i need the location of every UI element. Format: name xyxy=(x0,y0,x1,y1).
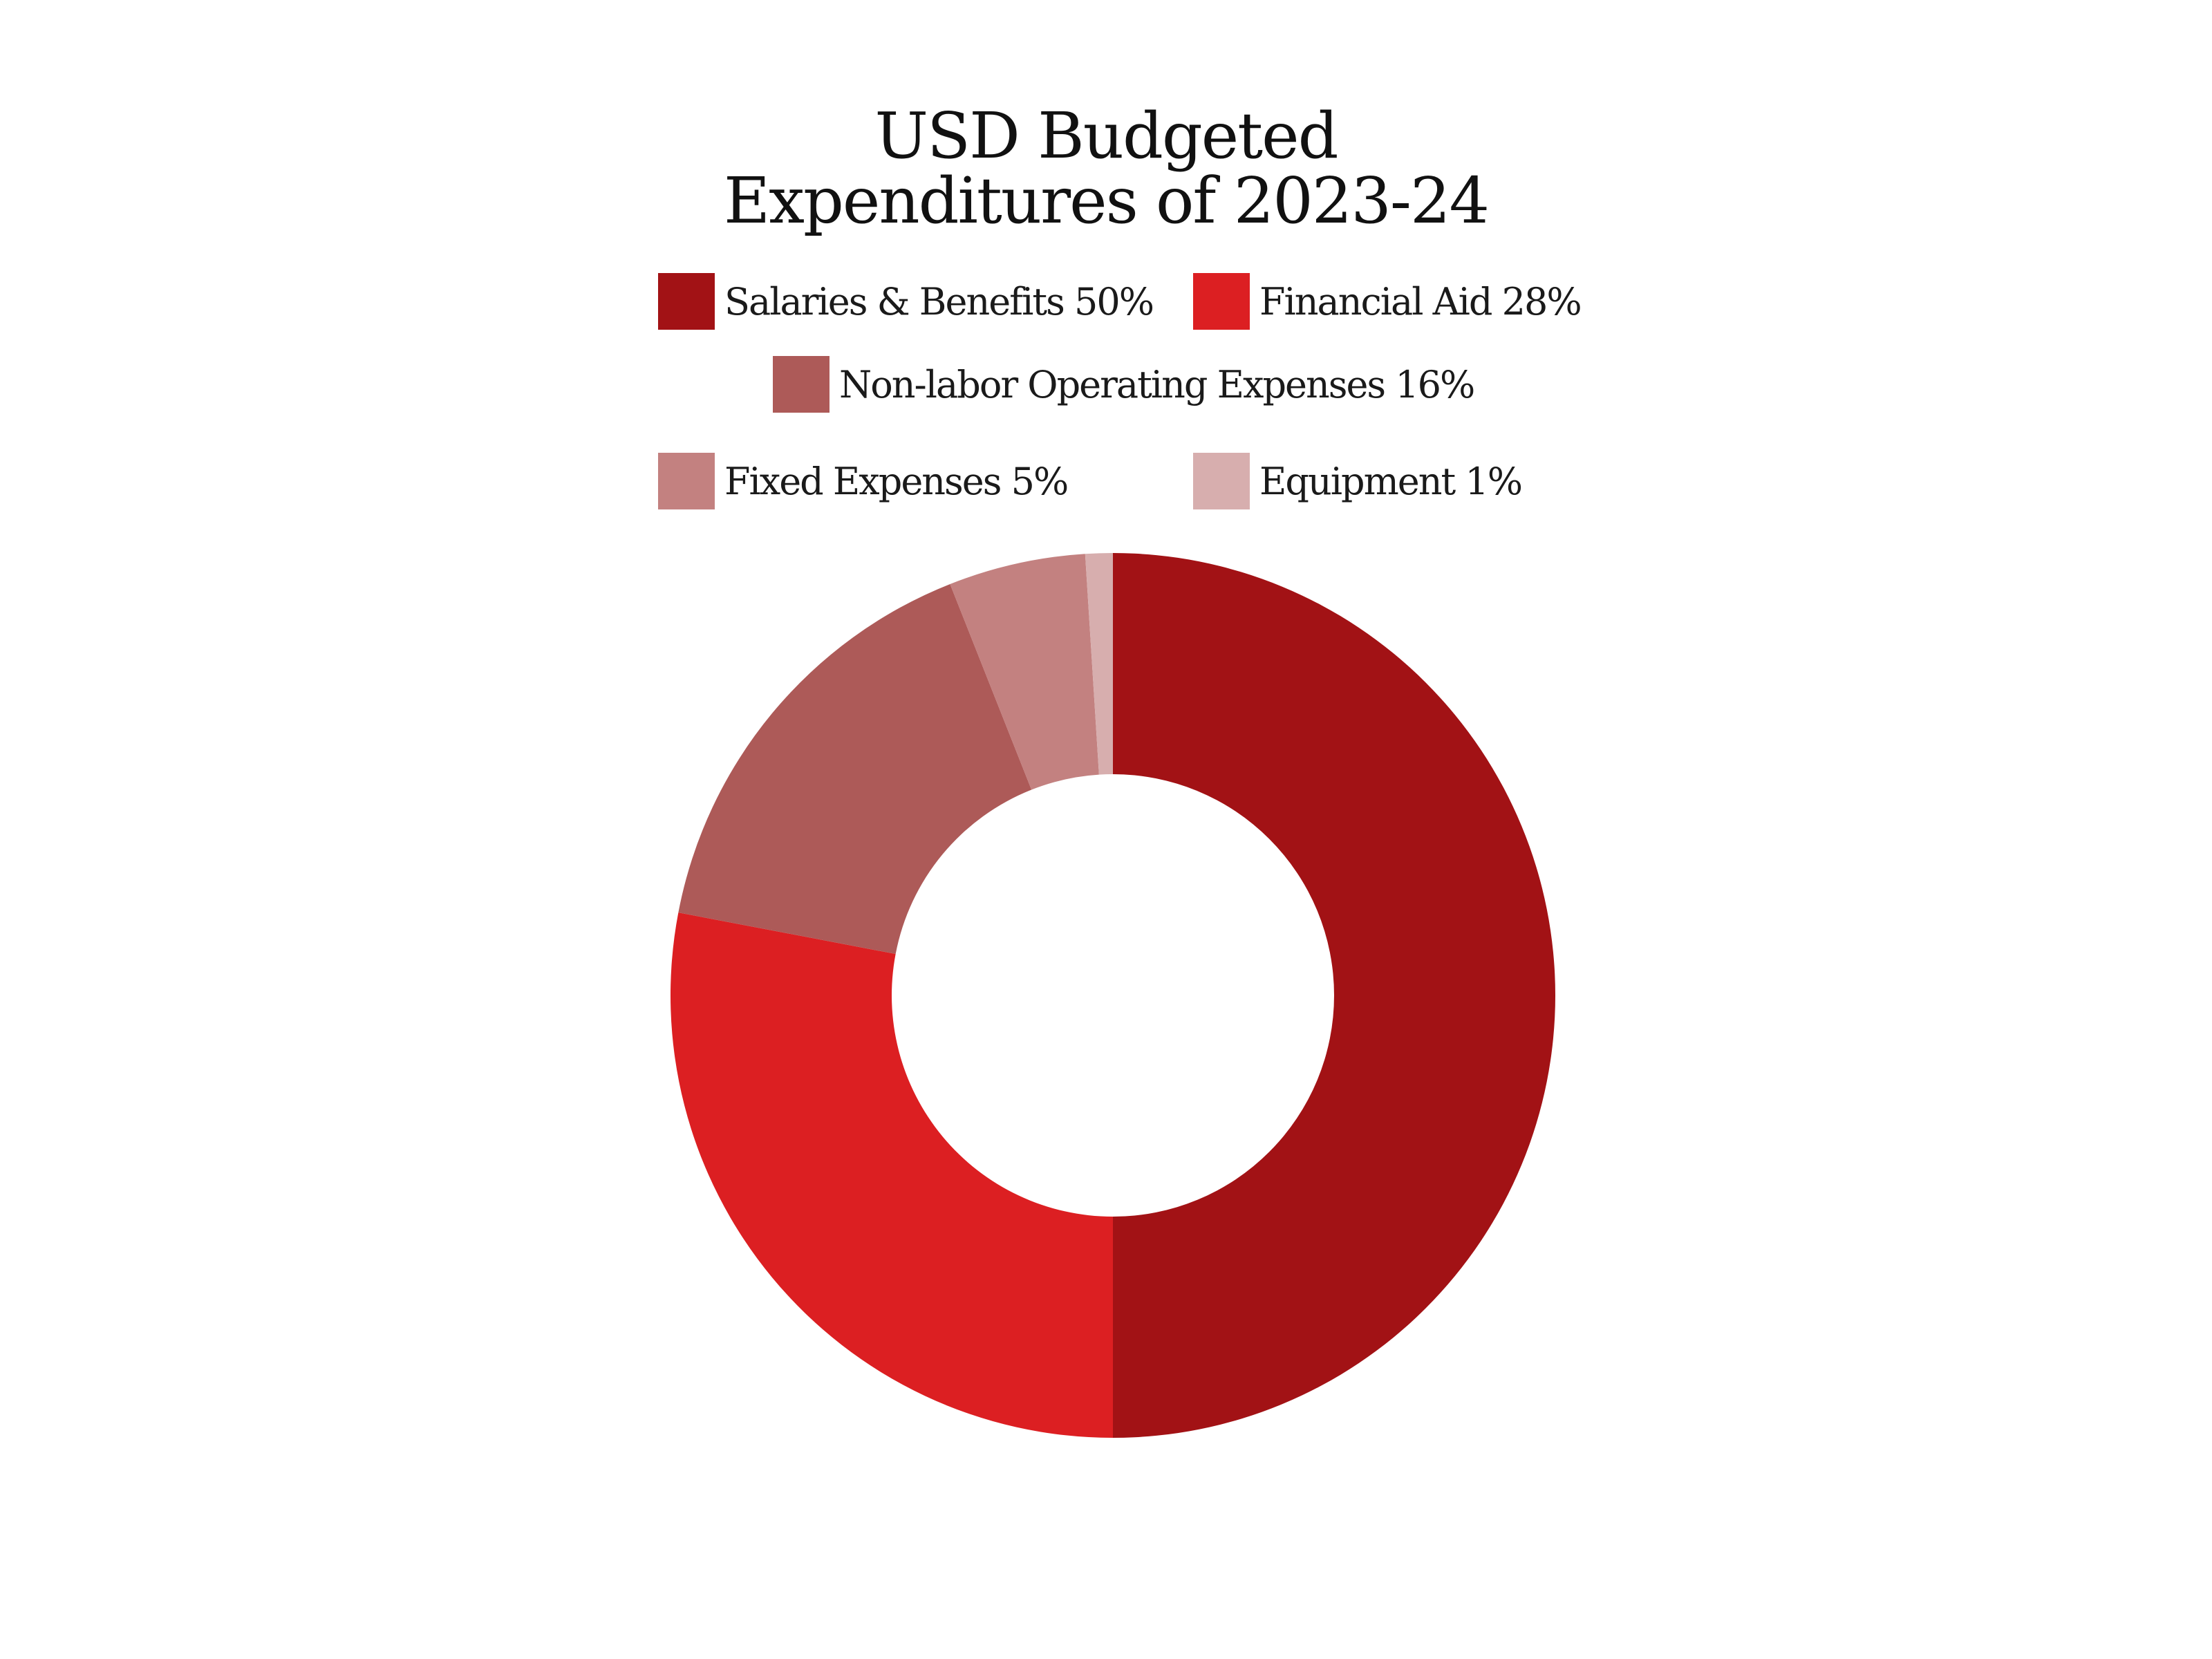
legend-label-fixed-expenses: Fixed Expenses 5% xyxy=(724,459,1069,503)
chart-title: USD Budgeted Expenditures of 2023-24 xyxy=(0,104,2212,234)
legend-swatch-non-labor xyxy=(773,356,830,413)
legend-label-non-labor: Non-labor Operating Expenses 16% xyxy=(839,362,1475,406)
slice-fixed-expenses xyxy=(950,554,1099,790)
legend-item-fixed-expenses: Fixed Expenses 5% xyxy=(658,452,1069,510)
donut-chart xyxy=(671,553,1555,1438)
legend-item-non-labor: Non-labor Operating Expenses 16% xyxy=(773,355,1475,413)
slice-non-labor xyxy=(678,583,1032,955)
slice-financial-aid xyxy=(671,912,1113,1438)
legend-swatch-salaries xyxy=(658,273,715,330)
legend-label-equipment: Equipment 1% xyxy=(1259,459,1523,503)
legend-swatch-fixed-expenses xyxy=(658,453,715,509)
legend-label-financial-aid: Financial Aid 28% xyxy=(1259,279,1582,324)
legend-swatch-equipment xyxy=(1193,453,1250,509)
slice-salaries xyxy=(1113,553,1555,1438)
slice-equipment xyxy=(1085,553,1113,775)
legend-item-salaries: Salaries & Benefits 50% xyxy=(658,272,1154,330)
chart-title-line-1: USD Budgeted xyxy=(874,99,1339,173)
legend-label-salaries: Salaries & Benefits 50% xyxy=(724,279,1154,324)
legend-item-equipment: Equipment 1% xyxy=(1193,452,1523,510)
chart-title-line-2: Expenditures of 2023-24 xyxy=(723,164,1490,238)
legend-item-financial-aid: Financial Aid 28% xyxy=(1193,272,1582,330)
legend-swatch-financial-aid xyxy=(1193,273,1250,330)
